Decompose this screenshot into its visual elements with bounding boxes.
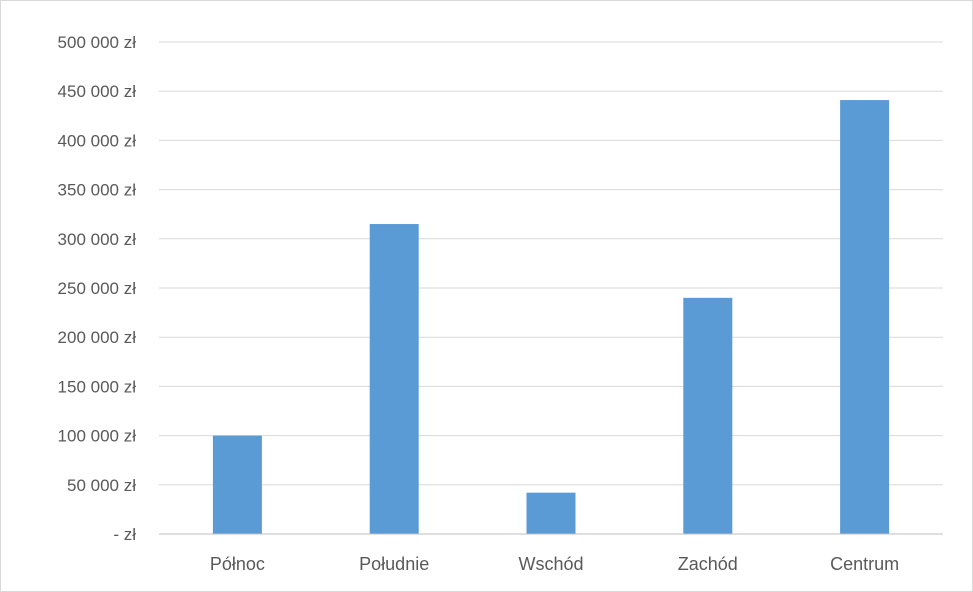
x-axis-category-labels: Północ Południe Wschód Zachód Centrum bbox=[210, 554, 899, 574]
y-tick-label: 200 000 zł bbox=[58, 328, 137, 347]
y-tick-label: 300 000 zł bbox=[58, 230, 137, 249]
bar bbox=[212, 435, 262, 534]
x-category-label: Północ bbox=[210, 554, 265, 574]
gridlines bbox=[159, 41, 943, 486]
x-category-label: Wschód bbox=[518, 554, 583, 574]
y-tick-label: 250 000 zł bbox=[58, 279, 137, 298]
y-tick-label: 400 000 zł bbox=[58, 131, 137, 150]
y-tick-label: 50 000 zł bbox=[67, 476, 136, 495]
y-axis-tick-labels: - zł 50 000 zł 100 000 zł 150 000 zł 200 000… bbox=[58, 33, 137, 544]
bars bbox=[212, 100, 890, 535]
y-tick-label: 450 000 zł bbox=[58, 82, 137, 101]
y-tick-label: 350 000 zł bbox=[58, 181, 137, 200]
x-category-label: Zachód bbox=[678, 554, 738, 574]
bar bbox=[683, 297, 733, 534]
y-tick-label: - zł bbox=[113, 525, 136, 544]
bar bbox=[526, 492, 576, 534]
bar bbox=[840, 100, 890, 534]
y-tick-label: 150 000 zł bbox=[58, 377, 137, 396]
x-category-label: Centrum bbox=[830, 554, 899, 574]
bar bbox=[369, 224, 419, 535]
y-tick-label: 100 000 zł bbox=[58, 427, 137, 446]
y-tick-label: 500 000 zł bbox=[58, 33, 137, 52]
x-category-label: Południe bbox=[359, 554, 429, 574]
